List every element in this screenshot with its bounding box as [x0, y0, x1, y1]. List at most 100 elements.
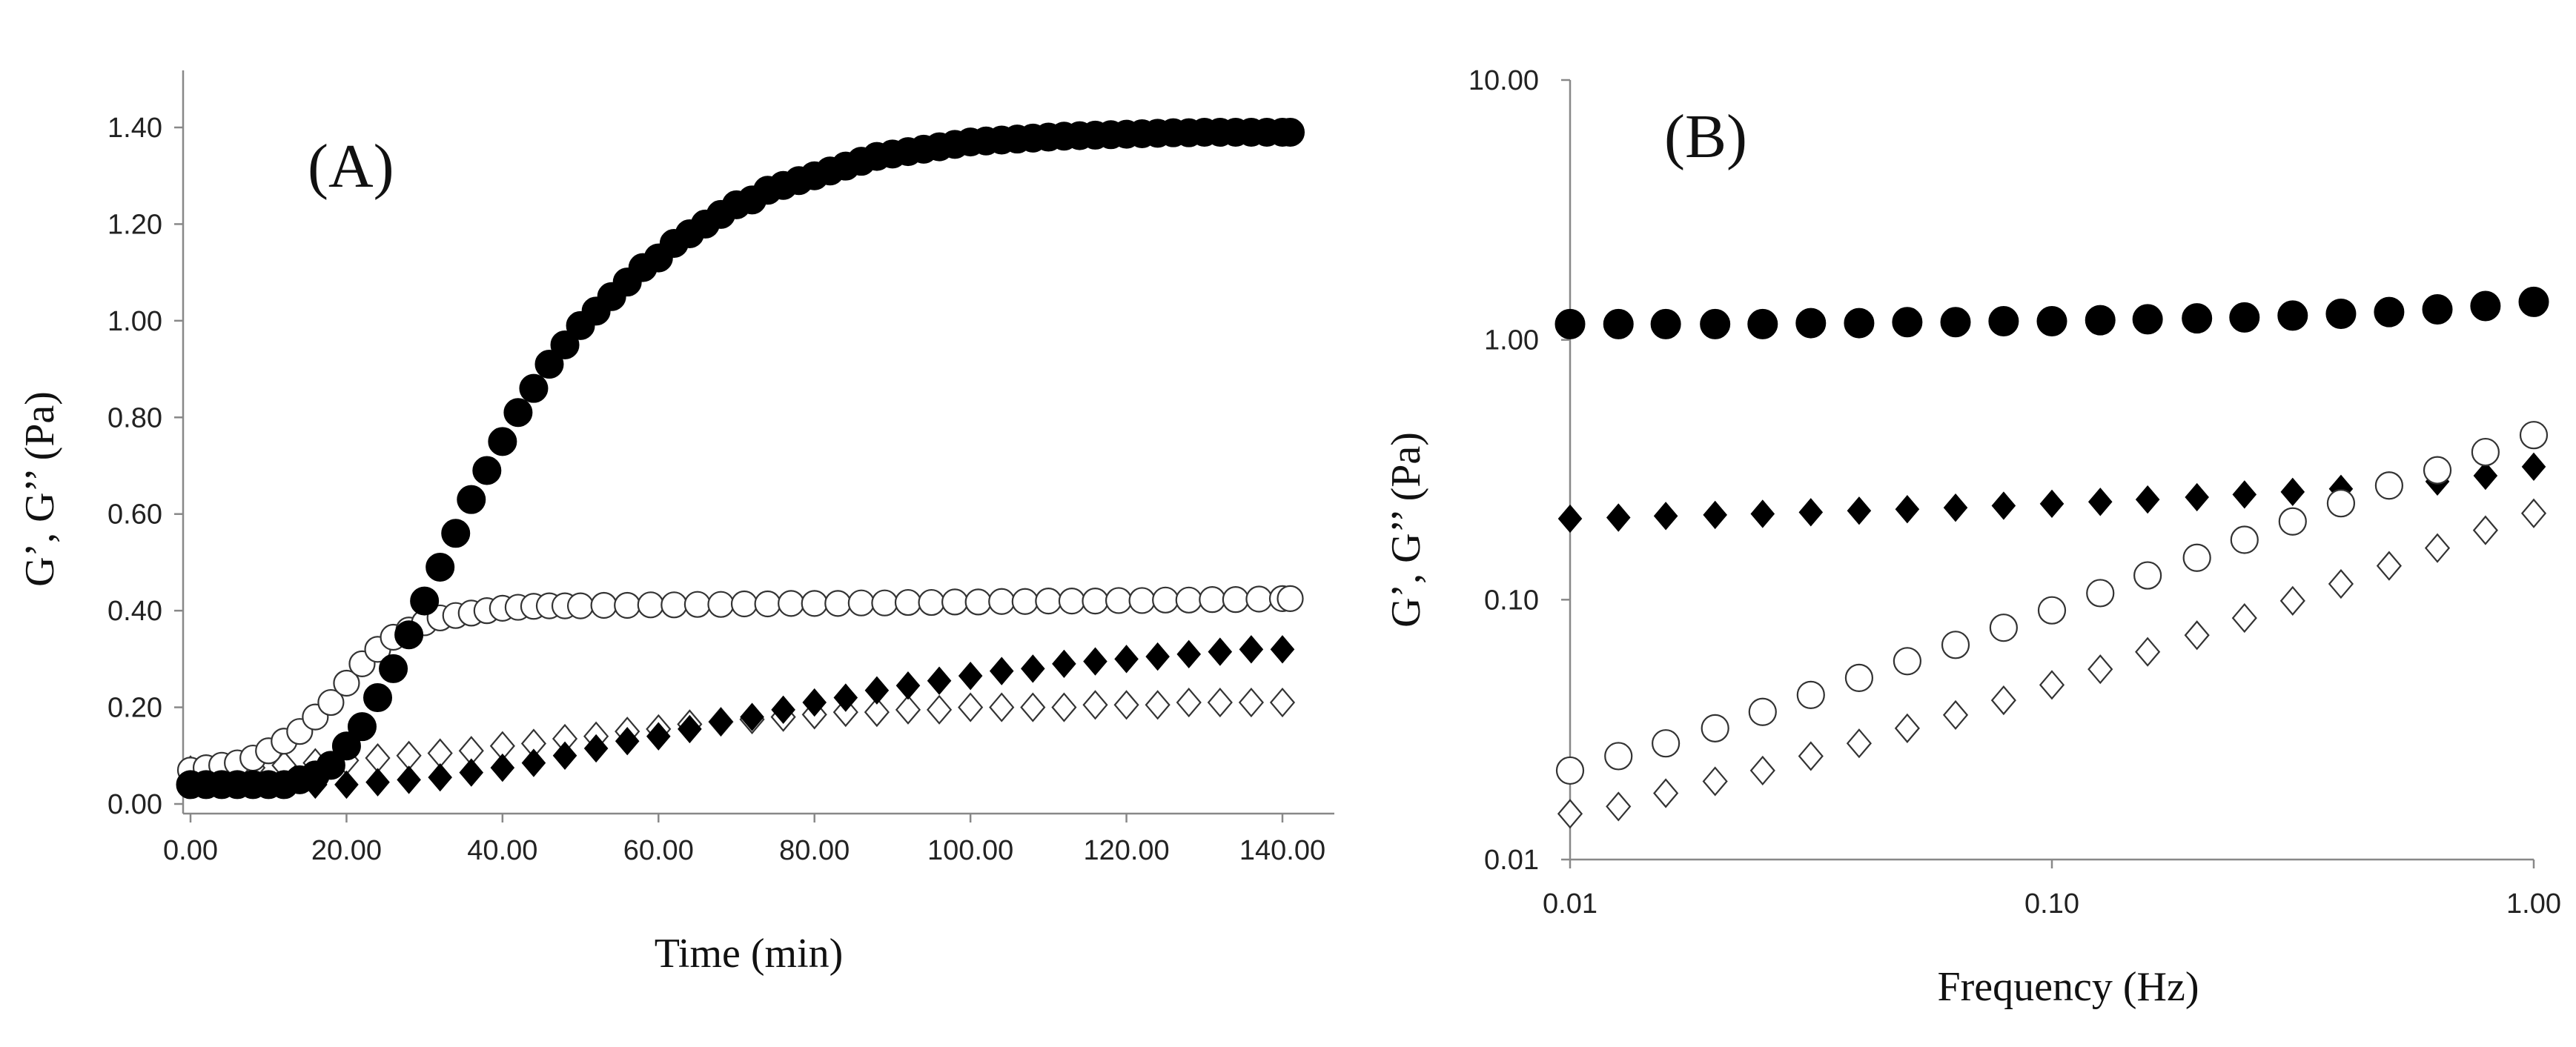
panel-b-data-point [2185, 482, 2209, 512]
panel-b-data-point [2471, 437, 2500, 467]
panel-b-data-point [1844, 663, 1874, 692]
panel-a-x-axis-title: Time (min) [655, 931, 844, 977]
panel-b-data-point [1557, 799, 1583, 829]
panel-b-data-point [1701, 714, 1729, 742]
panel-a-data-point [1239, 635, 1264, 664]
panel-a-data-point [394, 620, 424, 650]
panel-a-x-tick-label: 100.00 [927, 835, 1013, 866]
panel-a-data-point [534, 350, 564, 379]
panel-a-y-tick-label: 1.20 [107, 209, 162, 240]
panel-b-data-point [1795, 308, 1827, 339]
panel-a-data-point [1058, 587, 1086, 615]
panel-b-data-point [1650, 308, 1681, 339]
panel-a-data-point [958, 662, 983, 691]
panel-a-x-tick-label: 80.00 [779, 835, 850, 866]
panel-a-data-point [926, 694, 953, 725]
panel-a-data-point [646, 722, 671, 751]
panel-a-data-point [521, 748, 546, 777]
panel-b-data-point [2328, 568, 2354, 599]
panel-a-data-point [683, 591, 711, 618]
panel-b-y-tick-label: 0.10 [1484, 585, 1539, 616]
panel-b-data-point [2472, 515, 2498, 545]
panel-a-data-point [864, 697, 890, 728]
panel-a-data-point [637, 591, 664, 619]
panel-b-data-point [1847, 496, 1872, 525]
panel-b-data-point [2132, 304, 2163, 335]
panel-b-series-filled-circle [1554, 286, 2549, 339]
panel-a-chart: 0.00 20.00 40.00 60.00 80.00 100.00 120.00 140.… [17, 70, 1334, 977]
panel-a-data-point [379, 654, 408, 683]
panel-a-data-point [927, 666, 952, 695]
panel-b-data-point [2229, 302, 2260, 333]
panel-a-data-point [778, 590, 805, 617]
panel-b-data-point [1846, 728, 1873, 759]
panel-a-data-point [771, 695, 795, 725]
panel-a-y-tick-label: 0.40 [107, 596, 162, 627]
panel-b-data-point [1991, 491, 2016, 520]
panel-a-data-point [1269, 687, 1296, 718]
panel-a-data-point [1114, 645, 1139, 674]
panel-b-data-point [2085, 305, 2116, 336]
panel-b-data-point [2087, 488, 2113, 516]
panel-a-data-point [801, 590, 828, 617]
panel-a-data-point [490, 753, 515, 782]
panel-a-data-point [1245, 585, 1273, 613]
panel-a-data-point [678, 714, 702, 744]
panel-a-label: (A) [308, 132, 394, 201]
panel-a-data-point [566, 592, 595, 619]
panel-a-data-point [614, 591, 641, 619]
panel-a-data-point [989, 692, 1015, 722]
panel-b-data-point [2037, 596, 2067, 625]
panel-a-data-point [847, 589, 875, 616]
panel-b-axes [1569, 80, 2534, 861]
panel-a-data-point [894, 588, 922, 616]
panel-b-data-point [1989, 614, 2018, 642]
panel-a-data-point [333, 669, 360, 697]
panel-b-series-open-circle [1555, 421, 2549, 785]
panel-b-data-point [2184, 620, 2210, 651]
panel-a-data-point [989, 657, 1014, 685]
panel-b-data-point [1604, 742, 1633, 771]
panel-a-data-point [1175, 586, 1202, 614]
panel-a-axes [182, 70, 1334, 815]
panel-a-data-point [1113, 690, 1139, 720]
panel-b-data-point [1940, 307, 1971, 338]
panel-b-data-point [2039, 670, 2065, 700]
panel-a-data-point [1083, 647, 1107, 676]
panel-b-data-point [1796, 680, 1825, 709]
panel-a-y-tick-label: 0.20 [107, 693, 162, 724]
panel-b-data-point [1653, 778, 1679, 808]
panel-a-data-point [331, 731, 361, 761]
panel-a-x-tick-label: 0.00 [163, 835, 218, 866]
panel-a-data-point [1035, 587, 1062, 615]
panel-a-data-point [550, 330, 580, 359]
panel-a-data-point [832, 697, 858, 728]
panel-a-data-points [176, 118, 1305, 800]
panel-a-data-point [1238, 687, 1264, 718]
panel-b-y-tick-label: 0.01 [1484, 845, 1539, 876]
panel-b-data-point [1798, 498, 1824, 527]
panel-b-data-point [1942, 699, 1969, 731]
panel-a-data-point [1021, 654, 1045, 683]
panel-a-data-point [583, 734, 609, 763]
panel-a-x-tick-label: 60.00 [623, 835, 694, 866]
panel-b-data-point [2182, 543, 2211, 572]
panel-b-data-point [1557, 504, 1583, 534]
panel-b-y-tick-label: 1.00 [1484, 325, 1539, 356]
panel-a-data-point [895, 694, 921, 725]
panel-b-data-point [2518, 286, 2549, 317]
panel-a-data-point [410, 586, 440, 616]
panel-a-data-point [1276, 118, 1305, 147]
panel-a-data-point [1145, 690, 1171, 720]
panel-a-data-point [1199, 586, 1226, 614]
panel-b-data-point [2232, 480, 2257, 509]
panel-a-data-point [964, 588, 992, 616]
panel-a-y-axis-title: G’, G’’ (Pa) [17, 391, 63, 587]
panel-a-data-point [1105, 587, 1133, 614]
panel-a-data-point [709, 707, 733, 737]
panel-a-data-point [1208, 637, 1233, 666]
panel-b-data-point [2423, 456, 2452, 485]
panel-b-data-point [2422, 294, 2453, 325]
panel-b-x-tick-label: 1.00 [2506, 888, 2561, 920]
